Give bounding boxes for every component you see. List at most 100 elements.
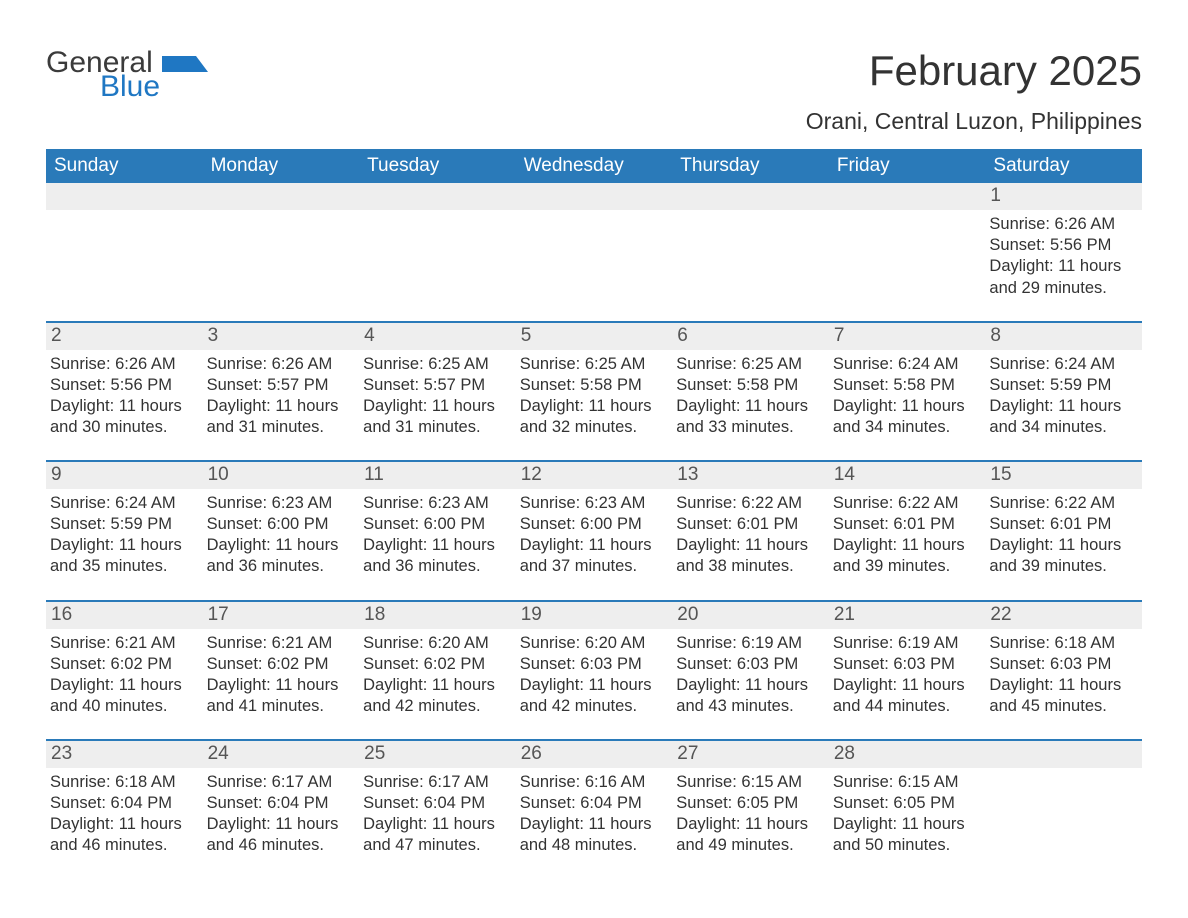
daylight-line: Daylight: 11 hours and 36 minutes. [207, 535, 354, 577]
sunset-line: Sunset: 5:58 PM [520, 375, 667, 396]
day-number: 8 [985, 323, 1142, 350]
day-cell [516, 210, 673, 298]
daylight-line: Daylight: 11 hours and 39 minutes. [989, 535, 1136, 577]
daylight-line: Daylight: 11 hours and 45 minutes. [989, 675, 1136, 717]
weekday-header: Sunday [46, 149, 203, 183]
sunrise-line: Sunrise: 6:26 AM [207, 354, 354, 375]
day-cell: Sunrise: 6:26 AMSunset: 5:57 PMDaylight:… [203, 350, 360, 438]
day-number [359, 183, 516, 210]
sunset-line: Sunset: 6:04 PM [50, 793, 197, 814]
day-cell: Sunrise: 6:20 AMSunset: 6:02 PMDaylight:… [359, 629, 516, 717]
day-number: 1 [985, 183, 1142, 210]
day-number: 14 [829, 462, 986, 489]
calendar-week: 16171819202122Sunrise: 6:21 AMSunset: 6:… [46, 600, 1142, 717]
day-number [46, 183, 203, 210]
day-cell: Sunrise: 6:21 AMSunset: 6:02 PMDaylight:… [203, 629, 360, 717]
sunrise-line: Sunrise: 6:15 AM [833, 772, 980, 793]
daylight-line: Daylight: 11 hours and 43 minutes. [676, 675, 823, 717]
day-number: 6 [672, 323, 829, 350]
sunrise-line: Sunrise: 6:22 AM [833, 493, 980, 514]
sunrise-line: Sunrise: 6:20 AM [520, 633, 667, 654]
day-number: 15 [985, 462, 1142, 489]
day-number: 21 [829, 602, 986, 629]
flag-icon [162, 48, 208, 76]
day-cell: Sunrise: 6:26 AMSunset: 5:56 PMDaylight:… [985, 210, 1142, 298]
day-number: 2 [46, 323, 203, 350]
day-cell: Sunrise: 6:25 AMSunset: 5:58 PMDaylight:… [672, 350, 829, 438]
sunrise-line: Sunrise: 6:23 AM [363, 493, 510, 514]
sunset-line: Sunset: 6:02 PM [363, 654, 510, 675]
location-subtitle: Orani, Central Luzon, Philippines [806, 108, 1142, 135]
sunset-line: Sunset: 6:03 PM [833, 654, 980, 675]
sunrise-line: Sunrise: 6:21 AM [50, 633, 197, 654]
weekday-header: Friday [829, 149, 986, 183]
day-number: 26 [516, 741, 673, 768]
sunrise-line: Sunrise: 6:18 AM [989, 633, 1136, 654]
sunset-line: Sunset: 5:59 PM [989, 375, 1136, 396]
day-number: 25 [359, 741, 516, 768]
day-cell: Sunrise: 6:16 AMSunset: 6:04 PMDaylight:… [516, 768, 673, 856]
day-number [985, 741, 1142, 768]
day-number: 16 [46, 602, 203, 629]
sunset-line: Sunset: 5:58 PM [676, 375, 823, 396]
sunrise-line: Sunrise: 6:15 AM [676, 772, 823, 793]
day-cell: Sunrise: 6:23 AMSunset: 6:00 PMDaylight:… [203, 489, 360, 577]
weekday-header: Wednesday [516, 149, 673, 183]
day-cell: Sunrise: 6:19 AMSunset: 6:03 PMDaylight:… [672, 629, 829, 717]
sunset-line: Sunset: 6:05 PM [676, 793, 823, 814]
sunrise-line: Sunrise: 6:25 AM [363, 354, 510, 375]
daylight-line: Daylight: 11 hours and 34 minutes. [989, 396, 1136, 438]
sunset-line: Sunset: 6:04 PM [363, 793, 510, 814]
day-number: 10 [203, 462, 360, 489]
day-number: 18 [359, 602, 516, 629]
day-cell [985, 768, 1142, 856]
day-cell: Sunrise: 6:18 AMSunset: 6:03 PMDaylight:… [985, 629, 1142, 717]
day-number [203, 183, 360, 210]
daylight-line: Daylight: 11 hours and 44 minutes. [833, 675, 980, 717]
day-cell: Sunrise: 6:24 AMSunset: 5:59 PMDaylight:… [985, 350, 1142, 438]
brand-word-2: Blue [100, 72, 160, 102]
day-cell: Sunrise: 6:17 AMSunset: 6:04 PMDaylight:… [203, 768, 360, 856]
day-cell: Sunrise: 6:15 AMSunset: 6:05 PMDaylight:… [829, 768, 986, 856]
sunset-line: Sunset: 6:03 PM [676, 654, 823, 675]
calendar-week: 9101112131415Sunrise: 6:24 AMSunset: 5:5… [46, 460, 1142, 577]
day-number: 13 [672, 462, 829, 489]
sunrise-line: Sunrise: 6:16 AM [520, 772, 667, 793]
daylight-line: Daylight: 11 hours and 41 minutes. [207, 675, 354, 717]
day-number: 12 [516, 462, 673, 489]
sunset-line: Sunset: 6:03 PM [989, 654, 1136, 675]
day-cell: Sunrise: 6:24 AMSunset: 5:58 PMDaylight:… [829, 350, 986, 438]
day-number [829, 183, 986, 210]
sunset-line: Sunset: 6:00 PM [520, 514, 667, 535]
sunset-line: Sunset: 6:04 PM [207, 793, 354, 814]
day-cell [672, 210, 829, 298]
sunset-line: Sunset: 6:01 PM [676, 514, 823, 535]
daylight-line: Daylight: 11 hours and 48 minutes. [520, 814, 667, 856]
weekday-header: Tuesday [359, 149, 516, 183]
daylight-line: Daylight: 11 hours and 37 minutes. [520, 535, 667, 577]
daylight-line: Daylight: 11 hours and 42 minutes. [520, 675, 667, 717]
day-cell: Sunrise: 6:22 AMSunset: 6:01 PMDaylight:… [985, 489, 1142, 577]
sunrise-line: Sunrise: 6:19 AM [833, 633, 980, 654]
day-number: 7 [829, 323, 986, 350]
sunset-line: Sunset: 6:02 PM [207, 654, 354, 675]
day-cell: Sunrise: 6:22 AMSunset: 6:01 PMDaylight:… [829, 489, 986, 577]
sunrise-line: Sunrise: 6:17 AM [207, 772, 354, 793]
daylight-line: Daylight: 11 hours and 31 minutes. [207, 396, 354, 438]
daylight-line: Daylight: 11 hours and 46 minutes. [50, 814, 197, 856]
header-row: General Blue February 2025 Orani, Centra… [46, 48, 1142, 135]
calendar-grid: SundayMondayTuesdayWednesdayThursdayFrid… [46, 149, 1142, 856]
day-number: 20 [672, 602, 829, 629]
sunrise-line: Sunrise: 6:26 AM [989, 214, 1136, 235]
sunrise-line: Sunrise: 6:17 AM [363, 772, 510, 793]
title-block: February 2025 Orani, Central Luzon, Phil… [806, 48, 1142, 135]
sunset-line: Sunset: 6:02 PM [50, 654, 197, 675]
day-number: 24 [203, 741, 360, 768]
daylight-line: Daylight: 11 hours and 40 minutes. [50, 675, 197, 717]
sunset-line: Sunset: 6:00 PM [207, 514, 354, 535]
day-number: 11 [359, 462, 516, 489]
day-number: 17 [203, 602, 360, 629]
sunrise-line: Sunrise: 6:19 AM [676, 633, 823, 654]
calendar-week: 1Sunrise: 6:26 AMSunset: 5:56 PMDaylight… [46, 183, 1142, 298]
sunset-line: Sunset: 5:57 PM [207, 375, 354, 396]
